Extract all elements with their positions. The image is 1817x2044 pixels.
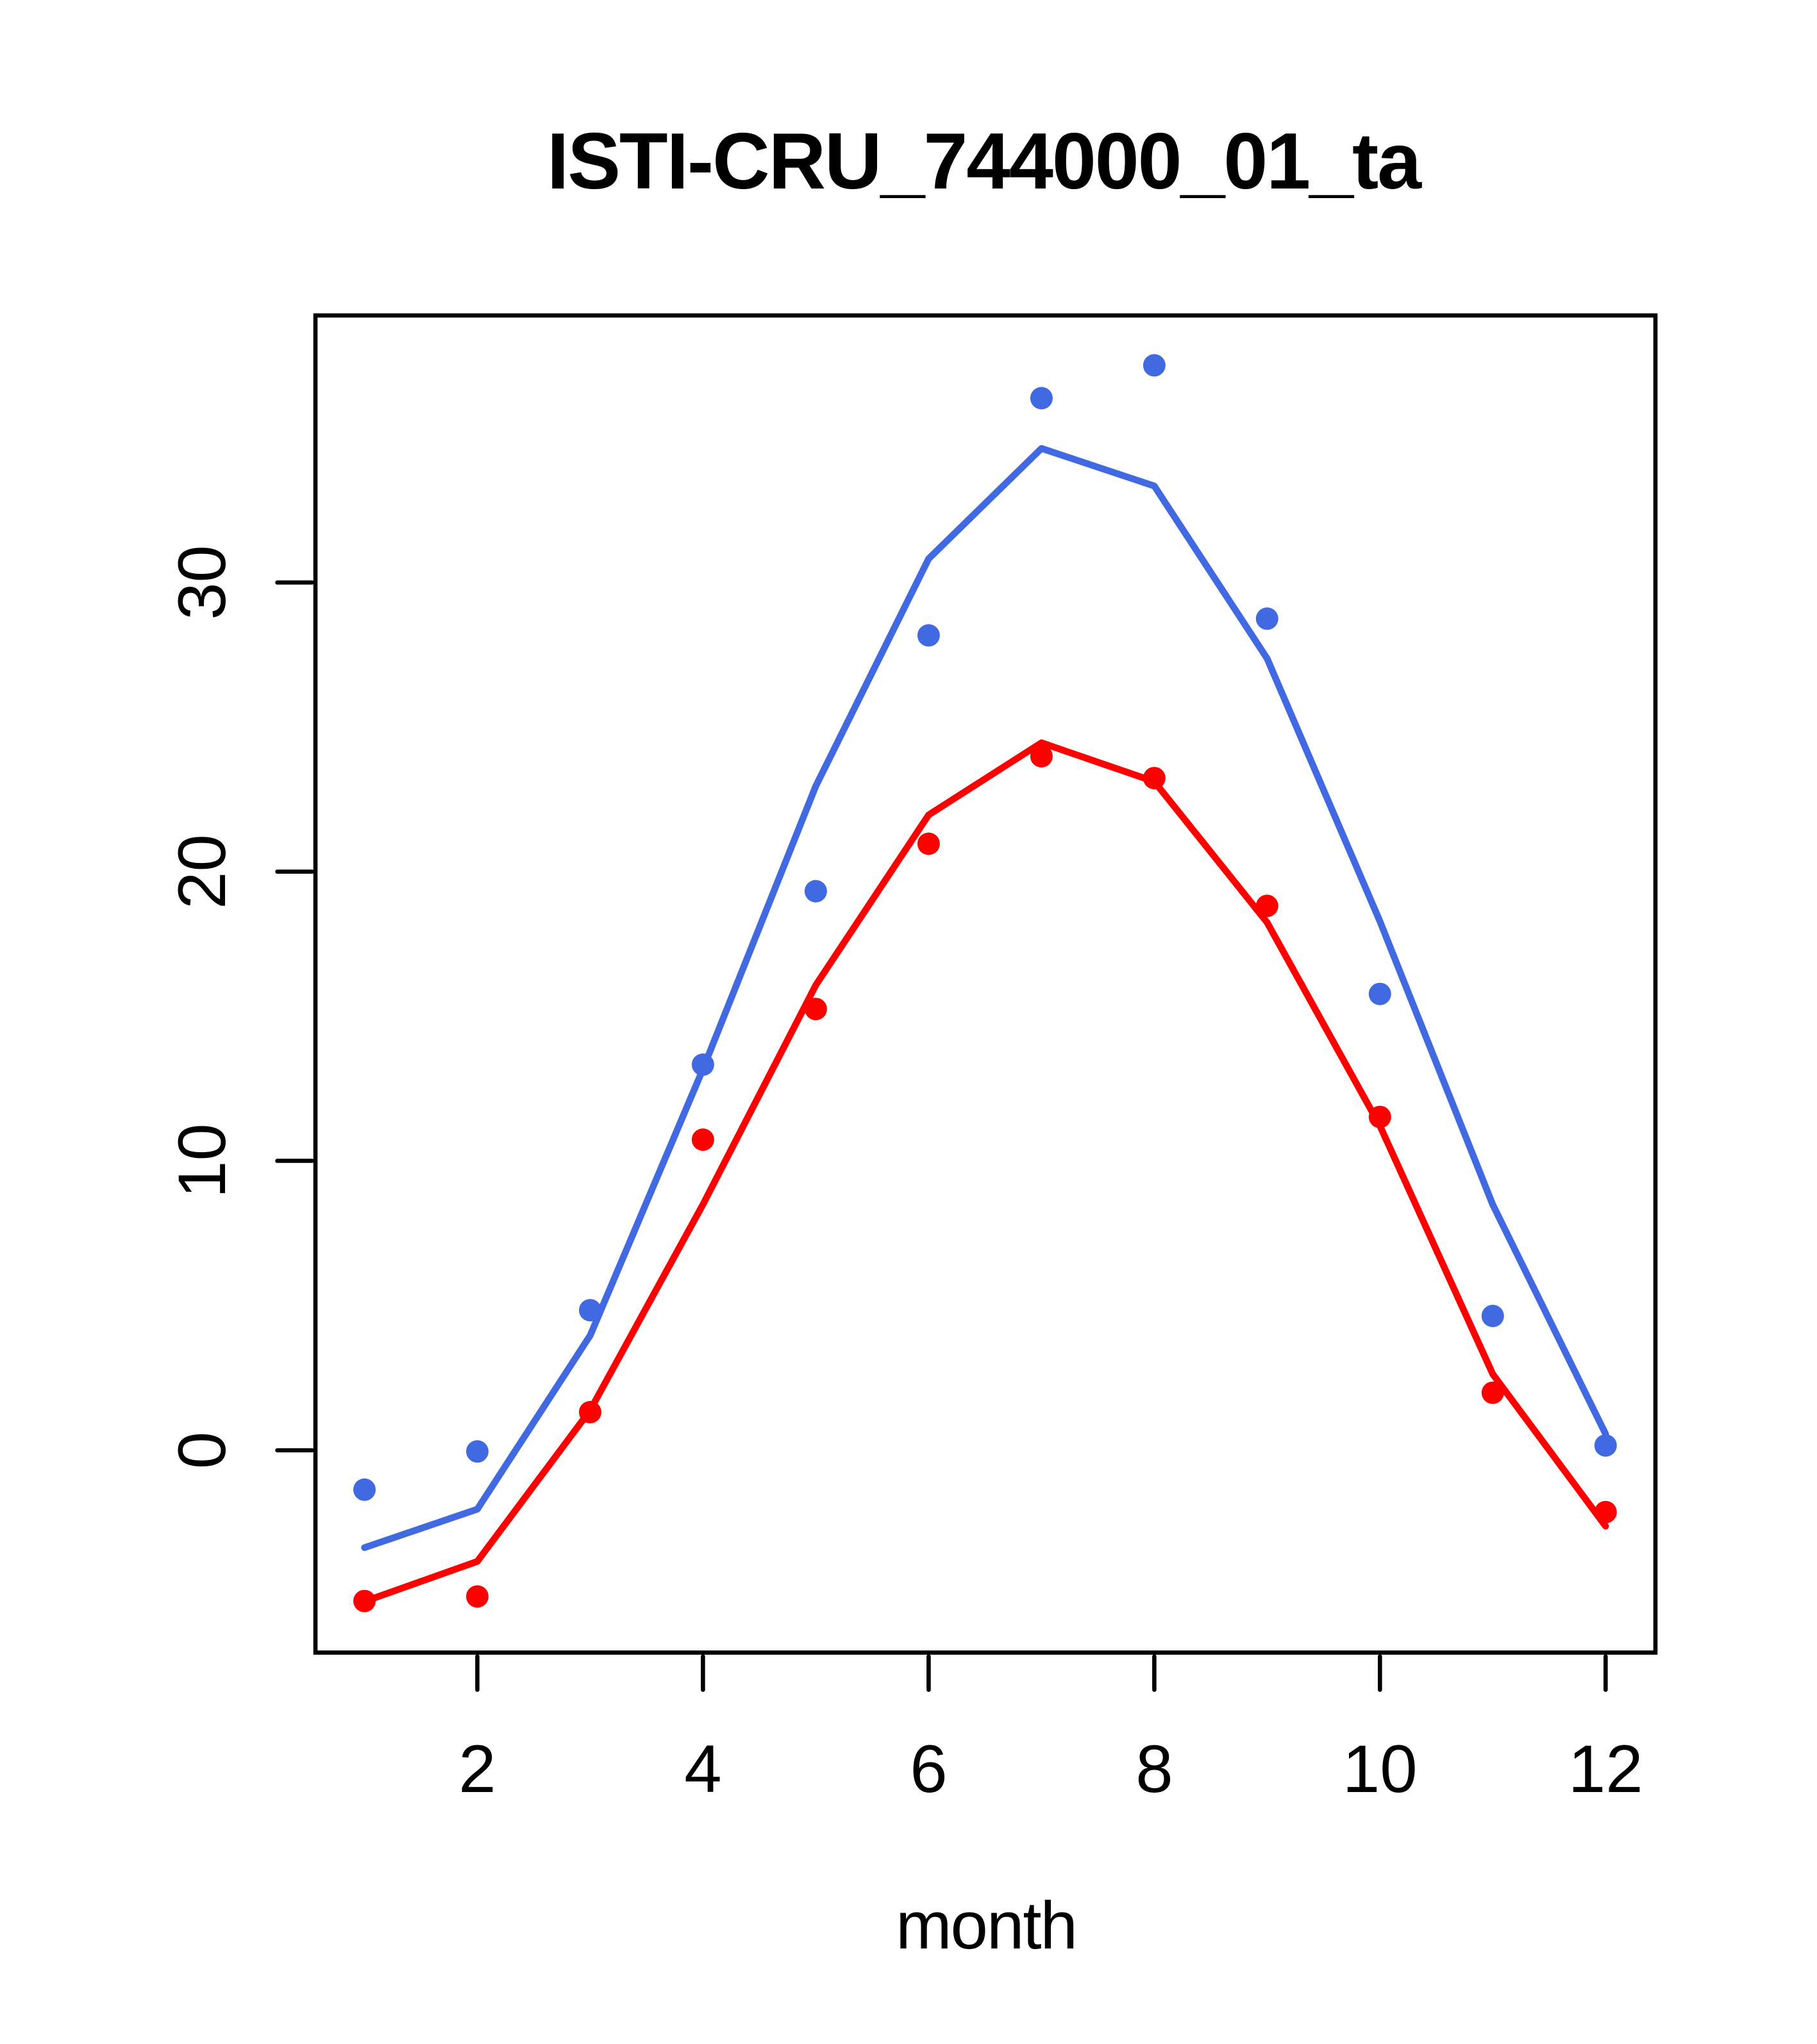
svg-text:2: 2 — [458, 1732, 496, 1807]
svg-text:6: 6 — [910, 1732, 947, 1807]
svg-text:20: 20 — [165, 834, 240, 909]
svg-text:4: 4 — [684, 1732, 721, 1807]
svg-text:ISTI-CRU_744000_01_ta: ISTI-CRU_744000_01_ta — [547, 117, 1422, 206]
svg-text:0: 0 — [165, 1432, 240, 1469]
svg-text:10: 10 — [1343, 1732, 1418, 1807]
svg-text:30: 30 — [165, 545, 240, 620]
svg-text:12: 12 — [1568, 1732, 1643, 1807]
svg-text:10: 10 — [165, 1123, 240, 1198]
svg-text:8: 8 — [1135, 1732, 1173, 1807]
svg-text:month: month — [896, 1888, 1076, 1963]
